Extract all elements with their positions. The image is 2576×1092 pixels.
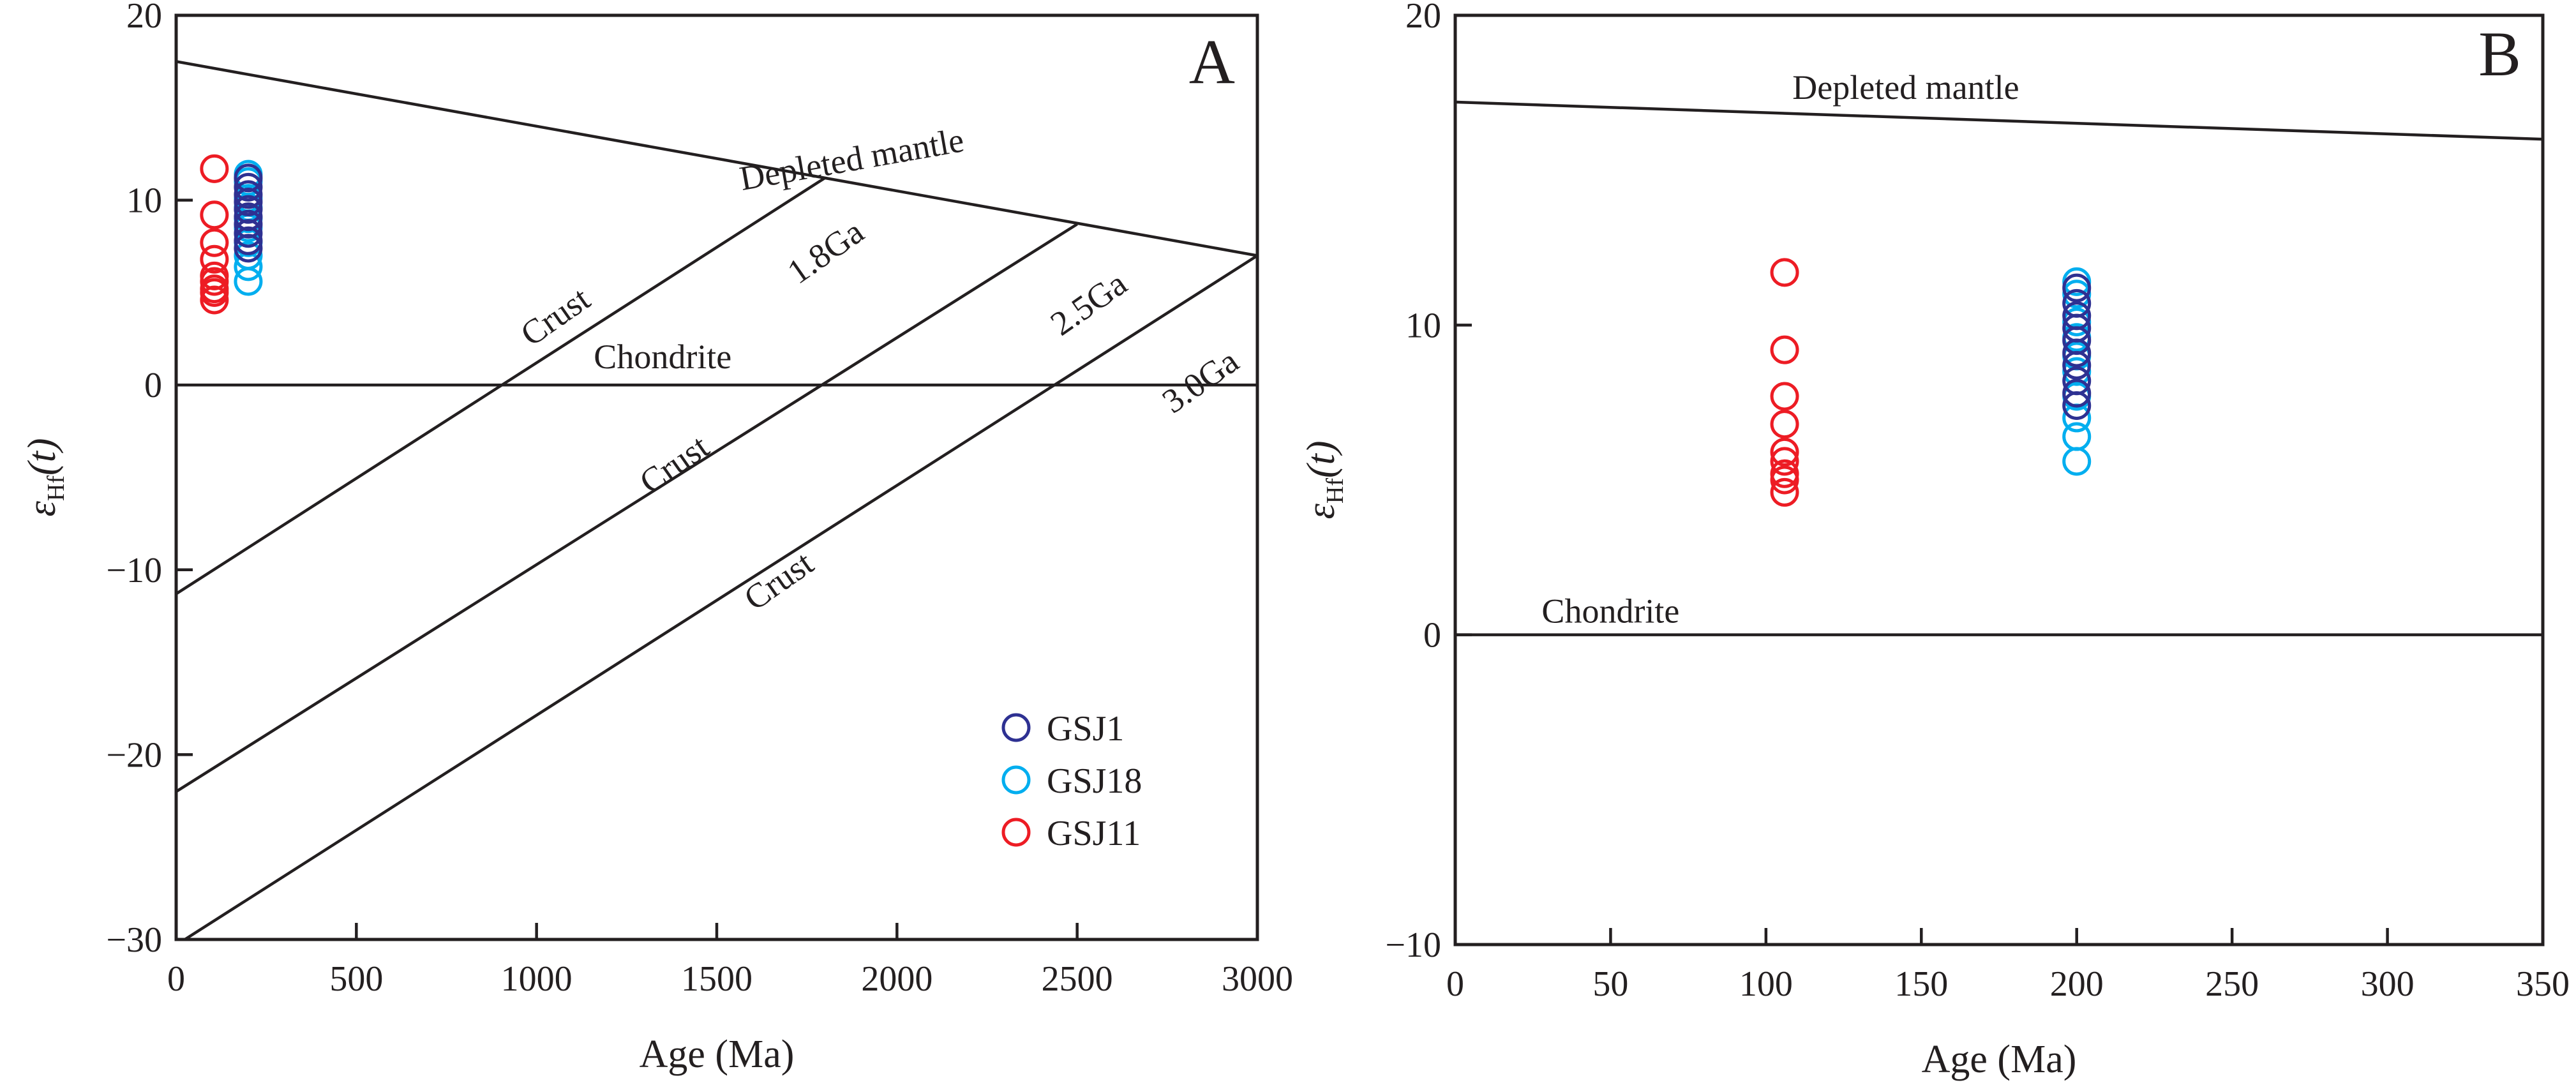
panel-a-gsj11-point [200,154,229,183]
panel-b-y-axis-subscript: Hf [1322,478,1349,504]
panel-b-gsj11-point [1770,477,1799,507]
panel-a-gsj11-point [200,200,229,230]
panel-a-x-axis-title: Age (Ma) [640,1033,795,1076]
panel-a-1-8ga-label: 1.8Ga [781,212,871,291]
panel-b-gsj11-point [1770,382,1799,411]
panel-a-legend-gsj18-label: GSJ18 [1047,761,1142,801]
panel-b-gsj11-point [1770,437,1799,467]
panel-b-x-tick-label: 350 [2516,964,2570,1004]
panel-b-gsj1-point [2062,350,2092,380]
panel-a-y-tick-label: −20 [106,735,162,775]
panel-a-3-0ga-label: 3.0Ga [1155,341,1245,421]
panel-a-x-tick-label: 2000 [861,959,932,999]
panel-a-y-tick-label: 20 [126,0,162,36]
panel-a-y-tick-label: 10 [126,181,162,221]
panel-a-gsj1-point [234,180,263,209]
panel-a-legend-gsj1-marker [1001,713,1031,742]
panel-b-x-axis-title: Age (Ma) [1922,1038,2077,1081]
panel-a-y-tick-label: −30 [106,920,162,960]
panel-a-gsj18-point [234,267,263,296]
panel-b-y-tick-label: −10 [1385,925,1441,965]
panel-a-x-tick-label: 500 [329,959,383,999]
panel-b-x-tick-label: 0 [1446,964,1464,1004]
panel-b-gsj18-point [2062,447,2092,476]
panel-a-y-axis-subscript: Hf [43,475,70,501]
panel-a-letter: A [1189,26,1235,97]
panel-b-x-tick-label: 200 [2050,964,2104,1004]
panel-b-y-tick-label: 0 [1423,616,1441,655]
panel-a-crust-label: Crust [514,280,597,354]
panel-b-y-tick-label: 10 [1405,306,1441,345]
panel-a-chondrite-label: Chondrite [594,338,731,376]
panel-b-chondrite-label: Chondrite [1541,592,1679,630]
panel-b-gsj1-point [2062,391,2092,421]
panel-b-depleted-mantle-label: Depleted mantle [1792,68,2019,107]
panel-a-crust-3-0ga-line [182,254,1257,939]
panel-a-x-tick-label: 1500 [681,959,753,999]
panel-a-gsj11-point [200,285,229,315]
panel-a-gsj1-point [234,234,263,263]
panel-a-x-tick-label: 2500 [1042,959,1113,999]
panel-b-x-tick-label: 250 [2205,964,2259,1004]
panel-a-y-tick-label: −10 [106,551,162,590]
panel-b-y-axis-title: εHf(t) [1299,440,1349,519]
panel-a-gsj1-point [234,226,263,255]
panel-a-gsj1-point [234,219,263,248]
panel-b-x-tick-label: 50 [1592,964,1628,1004]
panel-a-legend-gsj11-label: GSJ11 [1047,814,1141,853]
panel-b-x-tick-label: 300 [2361,964,2415,1004]
panel-a-gsj11-point [200,267,229,296]
panel-b-y-axis-argument: (t) [1299,440,1343,478]
panel-a-2-5ga-label: 2.5Ga [1044,264,1134,343]
panel-a-x-tick-label: 3000 [1222,959,1293,999]
panel-b-x-tick-label: 150 [1894,964,1948,1004]
panel-a-gsj1-point [234,187,263,216]
panel-a-x-tick-label: 0 [167,959,185,999]
panel-b-gsj11-point [1770,410,1799,439]
panel-a-depleted-mantle-label: Depleted mantle [737,121,966,198]
panel-a-y-tick-label: 0 [144,366,162,405]
panel-a-chart: 0 500 1000 1500 2000 2500 3000 −30 −20 −10 0 10 20 Ag… [20,0,1293,1076]
panel-a-depleted-mantle-line [176,60,1257,257]
panel-a-crust-2-5ga-line [176,223,1078,793]
panel-b-gsj1-point [2062,378,2092,408]
panel-b-y-axis-epsilon: ε [1299,504,1343,520]
panel-b-letter: B [2478,19,2521,89]
panel-a-gsj1-point [234,172,263,202]
panel-a-crust-label: Crust [737,544,820,618]
panel-a-legend-gsj1-label: GSJ1 [1047,709,1124,749]
panel-b-plot-frame [1453,13,2545,946]
panel-b-x-tick-label: 100 [1739,964,1793,1004]
panel-a-gsj11-point [200,244,229,274]
panel-b-gsj1-point [2062,273,2092,303]
panel-a-legend-gsj18-marker [1001,765,1031,795]
panel-b-gsj18-point [2062,422,2092,451]
panel-a-crust-label: Crust [633,427,715,501]
panel-a-legend-gsj11-marker [1001,818,1031,847]
panel-b-gsj11-point [1770,258,1799,287]
panel-a-gsj11-point [200,278,229,307]
panel-b-gsj11-point [1770,447,1799,476]
panel-a-x-tick-label: 1000 [501,959,573,999]
panel-b-gsj11-point [1770,335,1799,364]
panel-a-y-axis-argument: (t) [20,438,64,475]
panel-a-y-axis-epsilon: ε [20,501,64,517]
panel-b-gsj11-point [1770,465,1799,495]
panel-a-crust-1-8ga-line [176,176,826,595]
panel-b-y-tick-label: 20 [1405,0,1441,36]
panel-a-y-axis-title: εHf(t) [20,438,70,516]
panel-b-depleted-mantle-line [1455,100,2543,141]
panel-a-gsj11-point [200,228,229,257]
panel-b-gsj1-point [2062,338,2092,368]
